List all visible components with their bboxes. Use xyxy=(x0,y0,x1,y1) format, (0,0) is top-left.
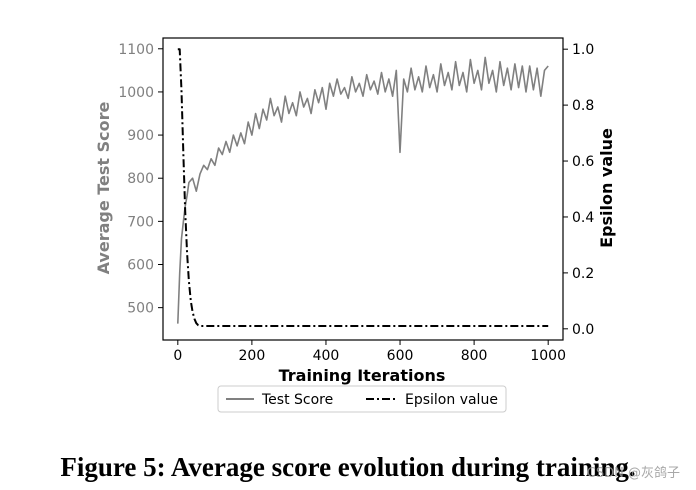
right-y-tick-label: 0.6 xyxy=(572,154,594,170)
x-tick-label: 600 xyxy=(387,348,414,364)
left-y-tick-label: 700 xyxy=(127,214,154,230)
x-tick-label: 1000 xyxy=(530,348,566,364)
left-y-tick-label: 1000 xyxy=(118,85,154,101)
right-y-tick-label: 0.4 xyxy=(572,210,594,226)
right-y-tick-label: 0.2 xyxy=(572,266,594,282)
x-tick-label: 200 xyxy=(239,348,266,364)
x-tick-label: 800 xyxy=(461,348,488,364)
plot-frame xyxy=(162,37,564,341)
figure-caption: Figure 5: Average score evolution during… xyxy=(60,452,636,482)
x-axis-title: Training Iterations xyxy=(279,366,446,385)
right-y-tick-label: 0.0 xyxy=(572,322,594,338)
watermark: CSDN @灰鸽子 xyxy=(586,466,680,481)
right-y-axis-title: Epsilon value xyxy=(597,128,616,248)
right-y-tick-label: 0.8 xyxy=(572,98,594,114)
left-y-tick-label: 500 xyxy=(127,301,154,317)
legend-label-epsilon: Epsilon value xyxy=(405,392,498,408)
legend-box xyxy=(217,385,507,413)
x-tick-label: 400 xyxy=(313,348,340,364)
left-y-tick-label: 600 xyxy=(127,258,154,274)
plot-area xyxy=(162,37,564,341)
legend-label-test-score: Test Score xyxy=(261,392,333,408)
left-y-tick-label: 800 xyxy=(127,171,154,187)
epsilon-series-line xyxy=(177,48,549,327)
ticks-layer: 0 200 400 600 800 1000 500 600 700 800 900 1000 1100… xyxy=(118,42,594,364)
x-tick-label: 0 xyxy=(173,348,182,364)
left-y-tick-label: 1100 xyxy=(118,42,154,58)
right-y-tick-label: 1.0 xyxy=(572,42,594,58)
legend: Test Score Epsilon value xyxy=(217,385,507,413)
test-score-series-line xyxy=(177,56,549,324)
chart: 0 200 400 600 800 1000 500 600 700 800 900 1000 1100… xyxy=(94,37,616,413)
left-y-tick-label: 900 xyxy=(127,128,154,144)
left-y-axis-title: Average Test Score xyxy=(94,101,113,274)
